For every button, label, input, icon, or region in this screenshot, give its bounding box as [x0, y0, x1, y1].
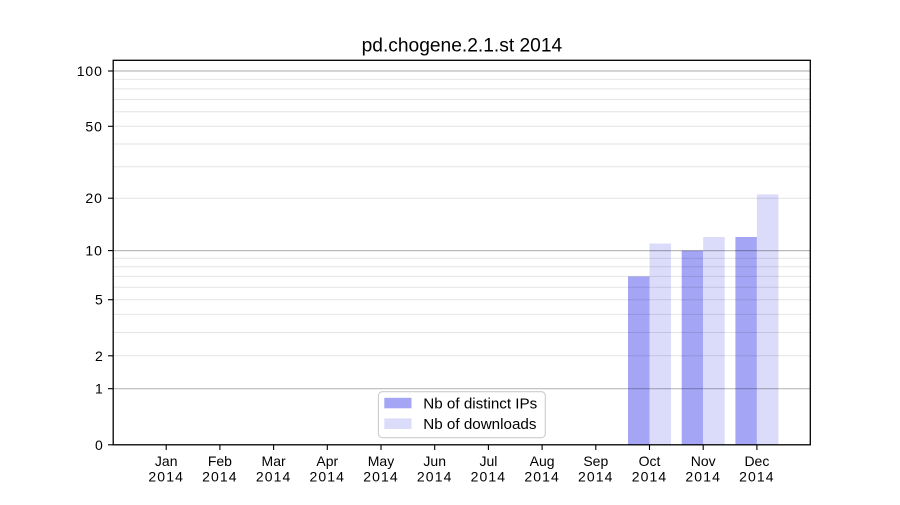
svg-text:1: 1	[95, 381, 103, 397]
svg-text:Feb: Feb	[208, 453, 232, 469]
svg-text:Nov: Nov	[691, 453, 716, 469]
svg-text:Nb of distinct IPs: Nb of distinct IPs	[423, 395, 537, 412]
svg-text:May: May	[368, 453, 394, 469]
svg-text:2014: 2014	[363, 468, 399, 484]
svg-text:50: 50	[85, 118, 102, 134]
svg-text:2014: 2014	[685, 468, 721, 484]
svg-text:pd.chogene.2.1.st 2014: pd.chogene.2.1.st 2014	[362, 35, 563, 56]
svg-text:Oct: Oct	[639, 453, 661, 469]
svg-text:2014: 2014	[524, 468, 560, 484]
svg-text:100: 100	[77, 63, 103, 79]
svg-text:0: 0	[95, 437, 103, 453]
svg-text:Jul: Jul	[479, 453, 497, 469]
svg-text:2014: 2014	[632, 468, 668, 484]
svg-text:Apr: Apr	[316, 453, 338, 469]
svg-text:Jan: Jan	[155, 453, 178, 469]
svg-text:2014: 2014	[310, 468, 346, 484]
svg-text:2014: 2014	[739, 468, 775, 484]
svg-text:10: 10	[85, 243, 102, 259]
svg-text:Aug: Aug	[530, 453, 555, 469]
svg-text:2014: 2014	[471, 468, 507, 484]
svg-text:Sep: Sep	[583, 453, 608, 469]
svg-text:20: 20	[85, 190, 102, 206]
svg-text:2014: 2014	[256, 468, 292, 484]
svg-text:5: 5	[95, 292, 103, 308]
svg-text:Nb of downloads: Nb of downloads	[423, 416, 537, 433]
svg-text:2014: 2014	[578, 468, 614, 484]
svg-text:2: 2	[95, 348, 103, 364]
svg-text:Jun: Jun	[423, 453, 446, 469]
svg-text:Mar: Mar	[262, 453, 286, 469]
svg-text:2014: 2014	[202, 468, 238, 484]
svg-text:2014: 2014	[417, 468, 453, 484]
svg-text:Dec: Dec	[744, 453, 769, 469]
svg-text:2014: 2014	[148, 468, 184, 484]
